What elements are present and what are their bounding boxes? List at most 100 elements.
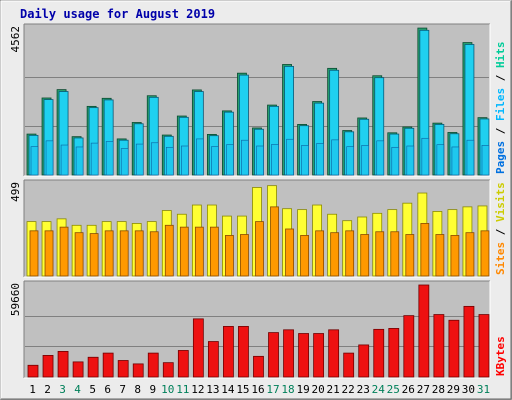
pages-bar [406, 145, 415, 176]
pages-bar [391, 146, 400, 176]
day-label: 31 [477, 383, 490, 396]
pages-bar [241, 139, 249, 176]
sites-bar [360, 234, 370, 277]
day-label: 4 [74, 383, 81, 396]
day-label: 2 [44, 383, 51, 396]
sites-bar [59, 226, 69, 277]
pages-bar [421, 137, 430, 176]
pages-bar [331, 139, 339, 176]
day-label: 30 [462, 383, 475, 396]
pages-bar [105, 141, 114, 176]
kbytes-bar [72, 361, 84, 378]
sites-bar [44, 230, 54, 277]
pages-bar [75, 146, 84, 176]
pages-bar [30, 146, 39, 176]
pages-bar [135, 143, 144, 176]
day-label: 1 [29, 383, 36, 396]
y-max-label: 499 [9, 182, 22, 202]
kbytes-bar [418, 284, 430, 378]
legend-hits-files-pages: Pages / Files / Hits [494, 42, 507, 175]
day-label: 8 [134, 383, 141, 396]
sites-bar [119, 230, 129, 277]
pages-bar [120, 148, 129, 176]
day-label: 19 [296, 383, 309, 396]
day-label: 9 [149, 383, 156, 396]
chart-title: Daily usage for August 2019 [20, 7, 215, 21]
pages-bar [451, 146, 460, 176]
kbytes-bar [102, 352, 114, 378]
sites-bar [390, 231, 400, 277]
y-max-label: 4562 [9, 26, 22, 53]
kbytes-bar [283, 329, 294, 378]
kbytes-bar [223, 326, 234, 378]
legend-hits: Hits [494, 42, 507, 69]
kbytes-bar [298, 333, 309, 378]
day-label: 7 [119, 383, 126, 396]
pages-bar [60, 144, 69, 176]
day-label: 12 [191, 383, 204, 396]
kbytes-bar [433, 314, 445, 378]
day-label: 6 [104, 383, 111, 396]
pages-bar [376, 140, 385, 176]
pages-bar [256, 145, 264, 176]
day-label: 29 [447, 383, 460, 396]
y-max-label: 59660 [9, 283, 22, 316]
day-label: 18 [281, 383, 294, 396]
kbytes-bar [313, 333, 325, 378]
kbytes-bar [27, 364, 39, 378]
sites-bar [225, 235, 234, 277]
day-label: 23 [357, 383, 370, 396]
pages-bar [436, 144, 445, 176]
sites-bar [300, 235, 309, 277]
day-label: 14 [221, 383, 235, 396]
sites-bar [29, 230, 39, 277]
kbytes-bar [42, 355, 54, 378]
kbytes-bar [177, 350, 189, 378]
sites-bar [255, 221, 264, 277]
kbytes-bar [117, 360, 129, 378]
sites-bar [164, 224, 174, 277]
sites-bar [435, 234, 445, 277]
day-label: 20 [311, 383, 324, 396]
day-label: 17 [266, 383, 279, 396]
pages-bar [90, 142, 99, 176]
pages-bar [271, 144, 279, 176]
legend-visits-sites: Sites / Visits [494, 182, 507, 275]
day-label: 26 [402, 383, 415, 396]
legend-sites: Sites [494, 242, 507, 275]
sites-bar [315, 230, 325, 277]
sites-bar [74, 232, 84, 277]
sites-bar [285, 228, 294, 277]
sites-bar [209, 226, 219, 277]
kbytes-bar [147, 352, 159, 378]
sites-bar [420, 223, 430, 277]
legend-kbytes: KBytes [494, 336, 507, 376]
legend-visits: Visits [494, 182, 507, 222]
pages-bar [316, 143, 324, 176]
pages-bar [481, 145, 490, 176]
sites-bar [194, 226, 204, 277]
sites-bar [480, 230, 490, 277]
sites-bar [405, 234, 415, 277]
pages-bar [181, 145, 189, 176]
pages-bar [45, 140, 54, 176]
day-label: 22 [342, 383, 355, 396]
day-label: 10 [161, 383, 174, 396]
day-label: 11 [176, 383, 189, 396]
kbytes-bar [87, 356, 99, 378]
pages-bar [301, 145, 309, 176]
day-label: 25 [387, 383, 400, 396]
sites-bar [89, 233, 99, 277]
day-label: 15 [236, 383, 249, 396]
kbytes-bar [192, 318, 204, 378]
sites-bar [149, 231, 159, 277]
day-label: 5 [89, 383, 96, 396]
sites-bar [375, 231, 385, 277]
kbytes-bar [403, 315, 415, 378]
sites-bar [104, 230, 114, 277]
day-label: 16 [251, 383, 264, 396]
sites-bar [330, 232, 340, 277]
kbytes-bar [238, 326, 249, 378]
kbytes-bar [57, 351, 69, 378]
